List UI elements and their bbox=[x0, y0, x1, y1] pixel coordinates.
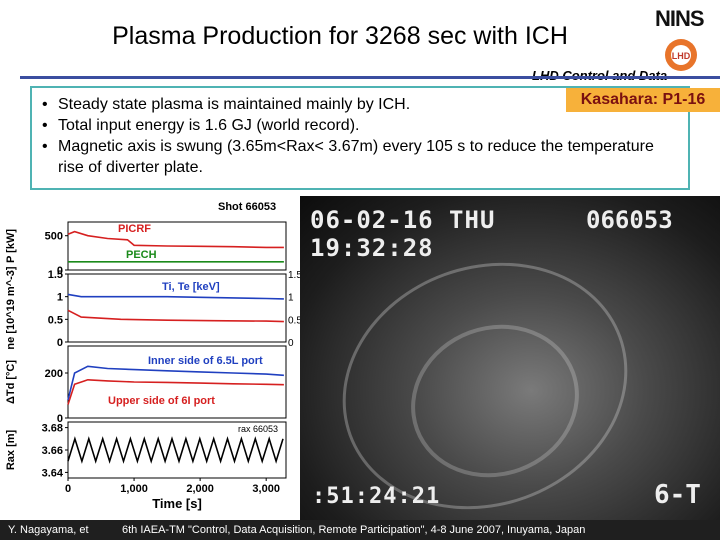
series-line bbox=[67, 365, 284, 401]
bullet-item: Magnetic axis is swung (3.65m<Rax< 3.67m… bbox=[42, 136, 678, 178]
lhd-logo-text: LHD bbox=[672, 51, 691, 61]
shot-label: Shot 66053 bbox=[218, 201, 276, 213]
x-tick-label: 3,000 bbox=[252, 483, 280, 495]
bullet-item: Total input energy is 1.6 GJ (world reco… bbox=[42, 115, 678, 136]
rax-legend: rax 66053 bbox=[238, 424, 278, 434]
y-tick-label: 3.66 bbox=[42, 445, 63, 457]
plot-panel-frame bbox=[67, 221, 287, 271]
y-tick-label: 200 bbox=[45, 368, 63, 380]
y-tick-label: 1 bbox=[57, 292, 63, 304]
right-tick-label: 0.5 bbox=[288, 315, 300, 326]
camera-image: 06-02-16 THU 19:32:28 066053 :51:24:21 6… bbox=[300, 196, 720, 520]
x-axis-label: Time [s] bbox=[152, 496, 202, 511]
footer-bar: Y. Nagayama, et 6th IAEA-TM "Control, Da… bbox=[0, 520, 720, 540]
y-axis-label: P [kW] bbox=[5, 229, 17, 263]
y-tick-label: 0 bbox=[57, 337, 63, 349]
series-line bbox=[67, 436, 284, 464]
lhd-subtitle: LHD Control and Data bbox=[532, 68, 667, 83]
series-line bbox=[67, 378, 284, 405]
series-line bbox=[67, 309, 284, 323]
y-axis-label: Rax [m] bbox=[5, 429, 17, 470]
y-axis-label: ne [10^19 m^-3] bbox=[5, 266, 17, 349]
camera-time: 19:32:28 bbox=[310, 234, 434, 262]
y-tick-label: 0.5 bbox=[48, 314, 63, 326]
camera-label: 6-T bbox=[654, 480, 701, 510]
y-tick-label: 500 bbox=[45, 231, 63, 243]
x-tick-label: 0 bbox=[65, 483, 71, 495]
x-tick-label: 1,000 bbox=[120, 483, 148, 495]
y-tick-label: 0 bbox=[57, 265, 63, 277]
series-label-ti-te: Ti, Te [keV] bbox=[162, 281, 220, 293]
series-label-pech: PECH bbox=[126, 249, 157, 261]
lhd-logo-icon: LHD bbox=[665, 39, 697, 71]
bullet-item: Steady state plasma is maintained mainly… bbox=[42, 94, 678, 115]
series-line bbox=[67, 230, 284, 249]
series-label-upper: Upper side of 6I port bbox=[108, 395, 215, 407]
y-tick-label: 3.68 bbox=[42, 423, 63, 435]
plot-panel-frame bbox=[67, 273, 287, 343]
y-tick-label: 3.64 bbox=[42, 467, 64, 479]
x-tick-label: 2,000 bbox=[186, 483, 214, 495]
camera-clock: :51:24:21 bbox=[312, 484, 441, 509]
series-label-inner: Inner side of 6.5L port bbox=[148, 355, 263, 367]
time-trace-plots: Shot 66053 0 500 P [kW] PICRF PECH 0 0.5 1 1.5 0 0.… bbox=[0, 196, 302, 520]
right-tick-label: 1.5 bbox=[288, 270, 300, 281]
summary-box: Steady state plasma is maintained mainly… bbox=[30, 86, 690, 190]
title-divider bbox=[20, 76, 720, 79]
y-tick-label: 0 bbox=[57, 413, 63, 425]
reference-badge: Kasahara: P1-16 bbox=[566, 88, 720, 112]
plot-panel-frame bbox=[67, 345, 287, 419]
right-tick-label: 1 bbox=[288, 293, 294, 304]
footer-conference: 6th IAEA-TM "Control, Data Acquisition, … bbox=[122, 524, 586, 536]
right-tick-label: 0 bbox=[288, 338, 294, 349]
y-axis-label: ΔTd [°C] bbox=[5, 360, 17, 404]
nins-logo: NINS bbox=[655, 6, 705, 31]
series-label-picrf: PICRF bbox=[118, 223, 151, 235]
camera-date: 06-02-16 THU bbox=[310, 206, 496, 234]
y-tick-label: 1.5 bbox=[48, 269, 63, 281]
slide-title: Plasma Production for 3268 sec with ICH bbox=[112, 22, 568, 50]
camera-shot-number: 066053 bbox=[586, 206, 673, 234]
footer-author: Y. Nagayama, et bbox=[8, 524, 89, 536]
series-line bbox=[67, 293, 284, 300]
